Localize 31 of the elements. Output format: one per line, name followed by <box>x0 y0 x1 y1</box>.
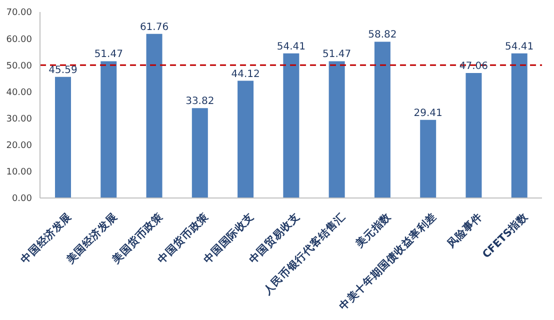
x-tick-label: 美元指数 <box>352 209 394 252</box>
bar <box>466 72 482 198</box>
data-label: 54.41 <box>505 41 534 52</box>
y-tick-label: 30.00 <box>6 114 32 124</box>
bar <box>146 34 162 198</box>
y-tick-label: 10.00 <box>6 168 32 178</box>
y-tick-label: 60.00 <box>6 34 32 45</box>
bar <box>283 53 300 198</box>
y-tick-label: 40.00 <box>6 88 32 98</box>
y-tick-label: 70.00 <box>6 8 32 18</box>
bar <box>55 76 71 198</box>
bar <box>374 42 390 198</box>
data-label: 44.12 <box>231 68 260 80</box>
data-label: 45.59 <box>48 64 78 76</box>
bar <box>328 61 345 198</box>
data-label: 51.47 <box>94 49 123 60</box>
bar <box>238 80 254 198</box>
y-tick-label: 20.00 <box>6 141 32 152</box>
data-label: 51.47 <box>322 49 352 60</box>
x-tick-label: 风险事件 <box>444 210 485 252</box>
bar <box>420 120 436 198</box>
data-label: 61.76 <box>140 22 169 33</box>
data-label: 29.41 <box>414 108 442 119</box>
data-label: 33.82 <box>186 96 214 108</box>
data-label: 54.41 <box>276 41 306 52</box>
bar <box>511 53 528 198</box>
data-label: 58.82 <box>368 30 397 41</box>
y-tick-label: 50.00 <box>6 61 32 72</box>
bar <box>100 61 117 198</box>
bar <box>192 108 208 198</box>
y-tick-label: 0.00 <box>12 194 32 204</box>
